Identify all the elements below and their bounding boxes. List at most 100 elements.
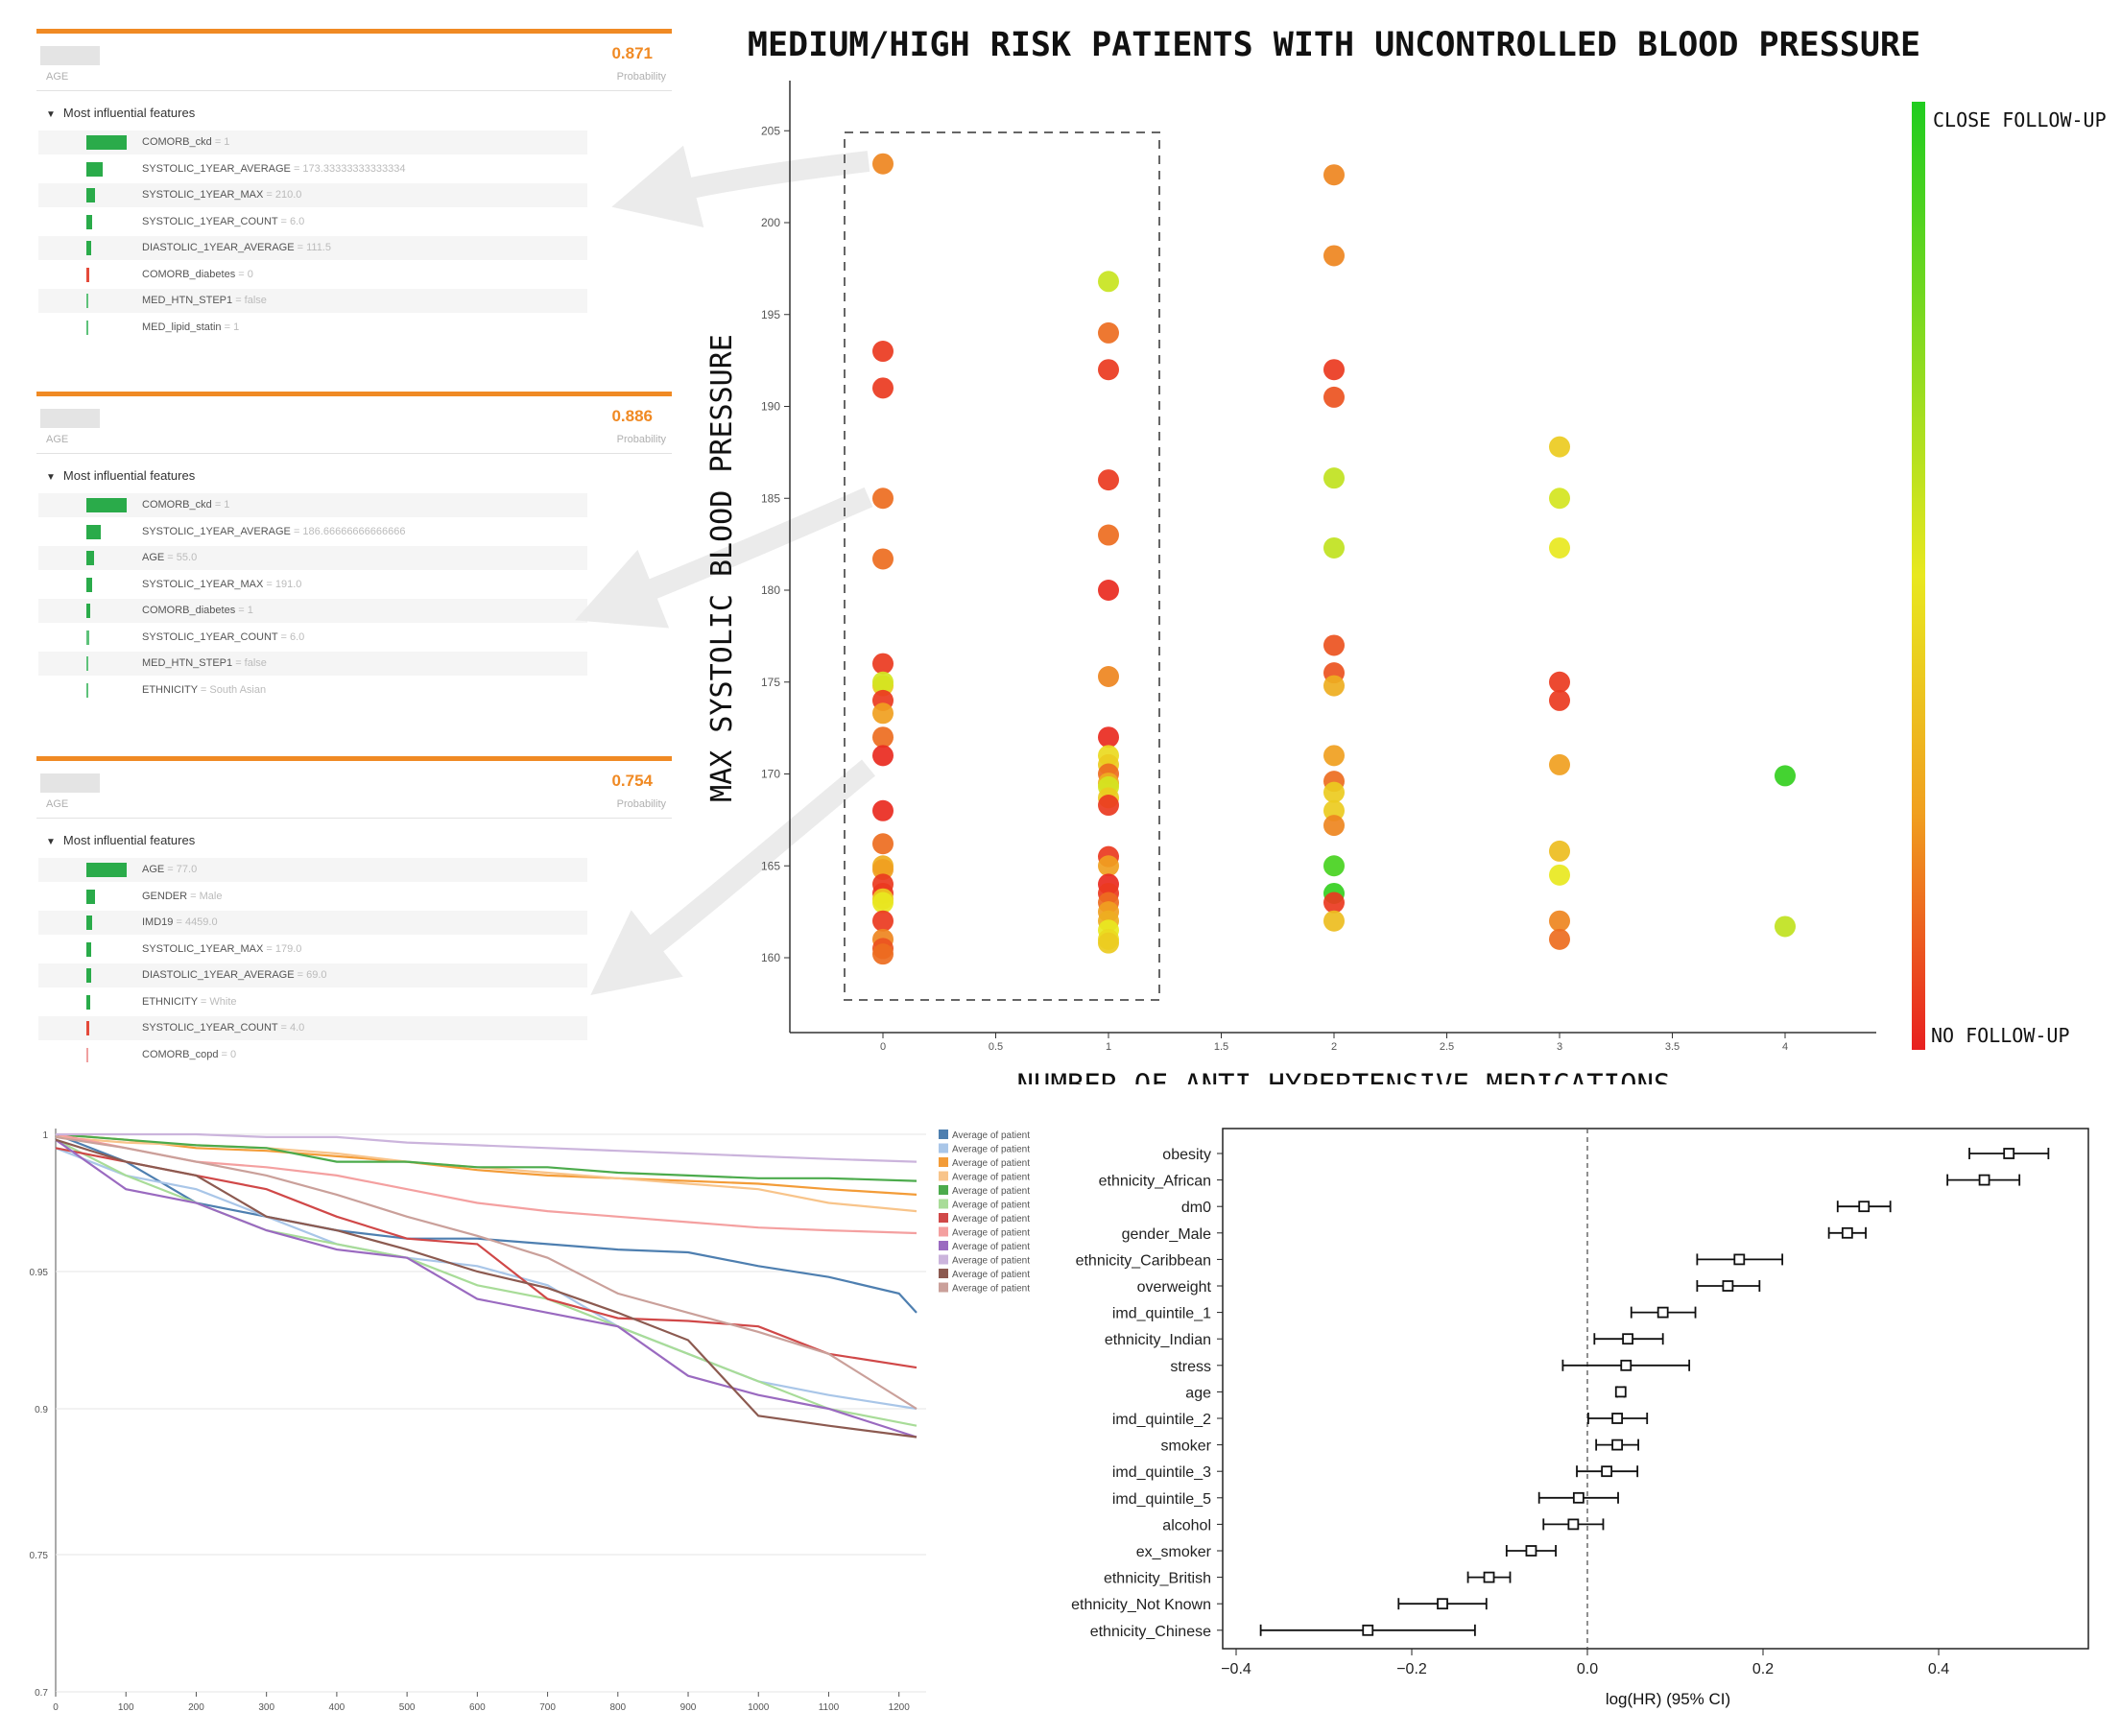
- legend-swatch: [939, 1171, 948, 1181]
- patient-point[interactable]: [1549, 928, 1570, 950]
- y-tick-label: 175: [761, 676, 780, 689]
- panel-top-bar: [36, 756, 672, 761]
- feature-value: = 1: [214, 136, 230, 148]
- patient-point[interactable]: [1323, 386, 1345, 408]
- colorbar-bottom-label: NO FOLLOW-UP: [1931, 1024, 2070, 1047]
- probability-label: Probability: [616, 798, 666, 810]
- patient-point[interactable]: [1549, 689, 1570, 711]
- patient-point[interactable]: [1775, 916, 1796, 938]
- patient-point[interactable]: [1323, 855, 1345, 877]
- feature-weight-bar: [86, 498, 127, 512]
- y-tick-label: 200: [761, 216, 780, 229]
- covariate-label: smoker: [1161, 1439, 1212, 1455]
- patient-point[interactable]: [1098, 321, 1119, 344]
- patient-point[interactable]: [1323, 799, 1345, 821]
- x-tick-label: 700: [539, 1702, 556, 1713]
- patient-point[interactable]: [1098, 666, 1119, 688]
- feature-name: GENDER = Male: [142, 891, 222, 902]
- covariate-label: obesity: [1162, 1147, 1211, 1163]
- x-tick-label: 200: [188, 1702, 204, 1713]
- patient-point[interactable]: [872, 833, 894, 855]
- patient-point[interactable]: [872, 702, 894, 725]
- feature-value: = 69.0: [297, 969, 327, 981]
- pointer-arrow-2: [575, 487, 873, 629]
- patient-point[interactable]: [872, 671, 894, 693]
- patient-point[interactable]: [872, 548, 894, 570]
- panel-separator: [36, 818, 672, 819]
- patient-point[interactable]: [872, 341, 894, 363]
- patient-point[interactable]: [872, 726, 894, 749]
- feature-name: COMORB_diabetes = 1: [142, 605, 253, 616]
- patient-point[interactable]: [1549, 488, 1570, 510]
- patient-point[interactable]: [1323, 745, 1345, 767]
- features-header-label: Most influential features: [62, 106, 196, 120]
- patient-point[interactable]: [1323, 164, 1345, 186]
- feature-label: ETHNICITY: [142, 995, 198, 1008]
- covariate-label: imd_quintile_5: [1112, 1491, 1211, 1508]
- patient-point[interactable]: [1549, 436, 1570, 458]
- covariate-label: ex_smoker: [1136, 1544, 1212, 1560]
- patient-point[interactable]: [1549, 536, 1570, 559]
- y-tick-label: 205: [761, 124, 780, 137]
- patient-point[interactable]: [1323, 359, 1345, 381]
- features-header-toggle[interactable]: ▼ Most influential features: [46, 106, 195, 120]
- point-estimate: [1841, 1226, 1853, 1239]
- feature-name: COMORB_copd = 0: [142, 1049, 236, 1060]
- panel-top-bar: [36, 392, 672, 396]
- patient-point[interactable]: [1098, 580, 1119, 601]
- features-header-toggle[interactable]: ▼ Most influential features: [46, 468, 195, 483]
- x-tick-label: 1.5: [1214, 1041, 1228, 1053]
- patient-point[interactable]: [872, 943, 894, 965]
- patient-point[interactable]: [1098, 359, 1119, 381]
- patient-point[interactable]: [1098, 469, 1119, 491]
- patient-point[interactable]: [872, 745, 894, 767]
- feature-weight-bar: [86, 320, 88, 335]
- patient-point[interactable]: [1323, 245, 1345, 267]
- patient-point[interactable]: [1323, 815, 1345, 837]
- feature-value: = 210.0: [266, 189, 302, 201]
- patient-point[interactable]: [1323, 892, 1345, 914]
- patient-point[interactable]: [872, 910, 894, 932]
- patient-point[interactable]: [1775, 765, 1796, 787]
- patient-point[interactable]: [872, 488, 894, 510]
- patient-point[interactable]: [1323, 675, 1345, 697]
- patient-point[interactable]: [1098, 855, 1119, 877]
- forest-x-label: log(HR) (95% CI): [1606, 1690, 1730, 1708]
- patient-point[interactable]: [1323, 536, 1345, 559]
- patient-point[interactable]: [872, 799, 894, 821]
- patient-point[interactable]: [872, 653, 894, 675]
- feature-label: SYSTOLIC_1YEAR_MAX: [142, 189, 264, 201]
- x-tick-label: 0.2: [1752, 1661, 1774, 1677]
- features-header-toggle[interactable]: ▼ Most influential features: [46, 833, 195, 847]
- x-tick-label: 800: [609, 1702, 626, 1713]
- patient-point[interactable]: [872, 892, 894, 914]
- feature-row: DIASTOLIC_1YEAR_AVERAGE = 111.5: [38, 236, 587, 260]
- patient-point[interactable]: [1549, 671, 1570, 693]
- patient-point[interactable]: [1098, 932, 1119, 954]
- patient-point[interactable]: [1098, 726, 1119, 749]
- feature-weight-bar: [86, 863, 127, 877]
- patient-point[interactable]: [1549, 910, 1570, 932]
- forest-plot-body: −0.4 −0.2 0.0 0.2 0.4 obesity ethnicity_Africa…: [1071, 1128, 2089, 1677]
- patient-point[interactable]: [872, 377, 894, 399]
- patient-point[interactable]: [872, 153, 894, 175]
- point-estimate: [1656, 1306, 1669, 1319]
- patient-point[interactable]: [1323, 781, 1345, 803]
- patient-point[interactable]: [1323, 634, 1345, 656]
- point-estimate: [1601, 1465, 1613, 1478]
- feature-name: SYSTOLIC_1YEAR_AVERAGE = 186.66666666666…: [142, 526, 406, 537]
- patient-point[interactable]: [1549, 864, 1570, 886]
- patient-point[interactable]: [872, 859, 894, 881]
- legend-swatch: [939, 1199, 948, 1209]
- patient-point[interactable]: [1098, 795, 1119, 817]
- patient-point[interactable]: [1323, 910, 1345, 932]
- patient-point[interactable]: [1549, 753, 1570, 775]
- patient-point[interactable]: [1098, 524, 1119, 546]
- patient-point[interactable]: [1549, 840, 1570, 862]
- feature-value: = 1: [214, 499, 230, 511]
- feature-label: SYSTOLIC_1YEAR_AVERAGE: [142, 525, 291, 537]
- feature-label: DIASTOLIC_1YEAR_AVERAGE: [142, 969, 295, 981]
- legend-swatch: [939, 1143, 948, 1153]
- patient-point[interactable]: [1098, 271, 1119, 293]
- patient-point[interactable]: [1323, 467, 1345, 489]
